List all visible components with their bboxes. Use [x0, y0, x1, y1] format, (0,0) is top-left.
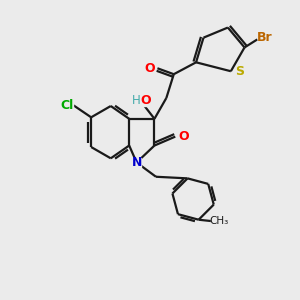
Text: H: H	[132, 94, 140, 107]
Text: CH₃: CH₃	[210, 216, 229, 226]
Text: N: N	[131, 156, 142, 169]
Text: Br: Br	[256, 31, 272, 44]
Text: Cl: Cl	[60, 99, 74, 112]
Text: O: O	[141, 94, 152, 107]
Bar	[211, 217, 228, 226]
Bar	[131, 96, 148, 106]
Bar	[235, 67, 245, 76]
Bar	[178, 132, 189, 141]
Text: S: S	[235, 65, 244, 78]
Text: O: O	[178, 130, 189, 143]
Bar	[61, 101, 73, 110]
Text: O: O	[144, 62, 155, 75]
Bar	[258, 33, 271, 41]
Bar	[132, 158, 141, 166]
Bar	[144, 64, 155, 73]
